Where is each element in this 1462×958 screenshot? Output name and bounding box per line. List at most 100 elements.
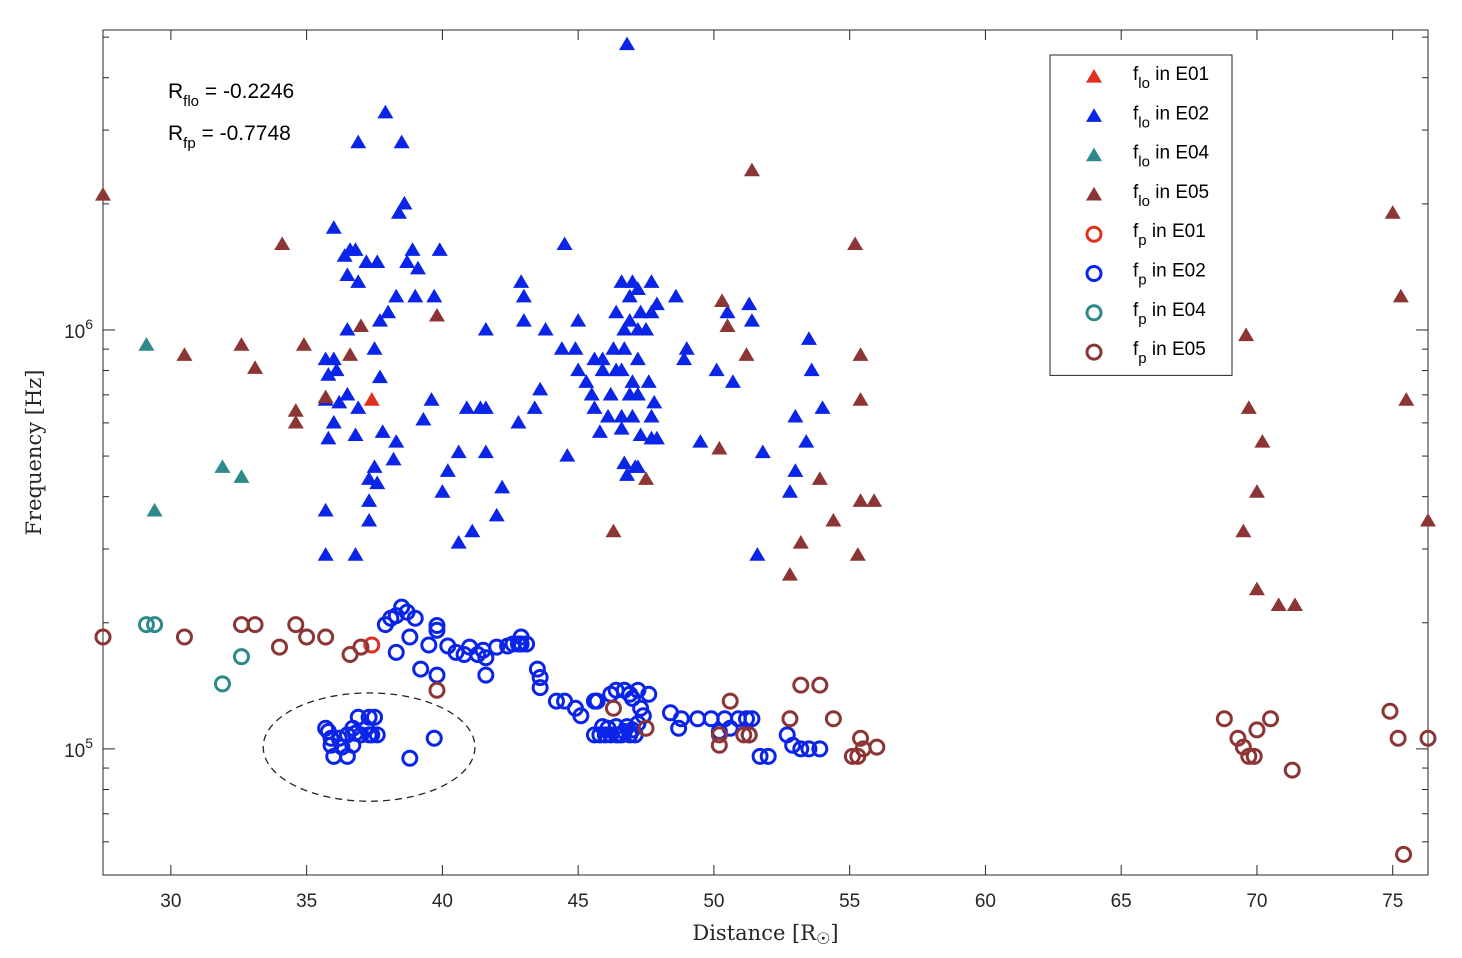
data-point-triangle: [339, 386, 356, 401]
data-point-triangle: [477, 321, 494, 336]
data-point-circle: [213, 675, 231, 693]
data-point-triangle: [567, 341, 584, 355]
data-point-triangle: [295, 337, 312, 351]
data-point-circle: [531, 669, 549, 687]
data-point-triangle: [787, 463, 804, 477]
data-point-triangle: [648, 430, 665, 445]
data-point-triangle: [632, 304, 649, 319]
data-point-circle: [146, 616, 164, 634]
data-point-triangle: [233, 337, 250, 351]
legend-label: flo in E01: [1133, 64, 1209, 92]
data-point-triangle: [621, 288, 638, 303]
data-point-triangle: [515, 288, 532, 303]
data-point-triangle: [488, 507, 505, 522]
data-point-triangle: [369, 475, 386, 490]
data-point-triangle: [1248, 484, 1265, 498]
data-point-circle: [175, 628, 193, 646]
x-tick-label: 75: [1382, 891, 1403, 912]
data-point-circle: [784, 736, 802, 754]
data-point-triangle: [450, 444, 467, 459]
data-point-triangle: [624, 374, 641, 388]
data-point-triangle: [532, 381, 549, 396]
x-tick-label: 40: [432, 891, 453, 912]
data-point-circle: [811, 740, 829, 758]
legend-marker-triangle: [1086, 147, 1102, 162]
data-point-triangle: [646, 394, 663, 409]
data-point-triangle: [605, 523, 622, 538]
data-point-triangle: [1420, 512, 1436, 527]
data-point-triangle: [852, 392, 869, 406]
data-point-circle: [800, 740, 818, 758]
data-point-triangle: [632, 427, 649, 442]
data-point-circle: [1381, 702, 1399, 720]
data-point-circle: [759, 747, 777, 765]
data-point-triangle: [798, 434, 815, 448]
data-point-triangle: [317, 547, 334, 561]
data-point-triangle: [852, 493, 869, 507]
data-point-circle: [735, 726, 753, 744]
legend-label: flo in E04: [1133, 143, 1210, 171]
data-point-triangle: [643, 304, 660, 319]
data-point-circle: [287, 616, 305, 634]
data-point-triangle: [616, 455, 633, 470]
data-point-circle: [376, 616, 394, 634]
data-point-circle: [406, 609, 424, 627]
data-point-triangle: [1384, 205, 1401, 219]
data-point-triangle: [594, 351, 611, 366]
data-point-circle: [604, 699, 622, 717]
data-point-triangle: [1392, 288, 1409, 303]
data-point-circle: [751, 747, 769, 765]
data-point-circle: [360, 708, 378, 726]
data-point-triangle: [559, 448, 576, 462]
data-points: [94, 36, 1437, 863]
data-point-circle: [710, 736, 728, 754]
legend-label: fp in E01: [1133, 221, 1206, 249]
data-point-triangle: [678, 341, 695, 355]
data-point-circle: [477, 666, 495, 684]
data-point-triangle: [743, 162, 760, 177]
legend-label: fp in E04: [1133, 300, 1206, 328]
data-point-circle: [363, 726, 381, 744]
data-point-circle: [1245, 747, 1263, 765]
data-point-triangle: [619, 467, 636, 481]
data-point-triangle: [317, 389, 334, 404]
data-point-triangle: [138, 337, 155, 351]
data-point-triangle: [643, 274, 660, 288]
data-point-triangle: [1286, 597, 1303, 612]
data-point-circle: [366, 708, 384, 726]
highlight-ellipse-layer: [262, 692, 476, 802]
data-point-circle: [298, 628, 316, 646]
data-point-triangle: [526, 400, 543, 414]
data-point-circle: [811, 676, 829, 694]
data-point-triangle: [608, 304, 625, 319]
data-point-triangle: [361, 471, 378, 485]
data-point-circle: [740, 726, 758, 744]
data-point-triangle: [350, 134, 367, 149]
data-point-triangle: [371, 313, 388, 327]
series-flo_e01: [363, 392, 380, 406]
data-point-triangle: [336, 248, 353, 262]
data-point-triangle: [600, 408, 617, 423]
data-point-circle: [1283, 761, 1301, 779]
data-point-triangle: [591, 424, 608, 438]
series-fp_e02: [317, 598, 829, 767]
data-point-circle: [607, 718, 625, 736]
data-point-circle: [721, 692, 739, 710]
data-point-circle: [1389, 729, 1407, 747]
data-point-triangle: [396, 195, 413, 210]
data-point-triangle: [366, 459, 383, 473]
x-tick-label: 50: [703, 891, 724, 912]
data-point-triangle: [374, 424, 391, 438]
data-point-circle: [1240, 747, 1258, 765]
data-point-circle: [137, 616, 155, 634]
y-axis-label: Frequency [Hz]: [22, 369, 46, 535]
legend-label: flo in E05: [1133, 182, 1209, 210]
y-tick-label: 106: [64, 316, 93, 343]
data-point-triangle: [380, 304, 397, 319]
correlation-annotations: Rflo = -0.2246 Rfp = -0.7748: [168, 80, 294, 152]
data-point-circle: [322, 729, 340, 747]
data-point-triangle: [371, 369, 388, 384]
data-point-triangle: [361, 493, 378, 507]
data-point-triangle: [399, 254, 416, 268]
correlation-label: Rflo = -0.2246: [168, 80, 294, 110]
